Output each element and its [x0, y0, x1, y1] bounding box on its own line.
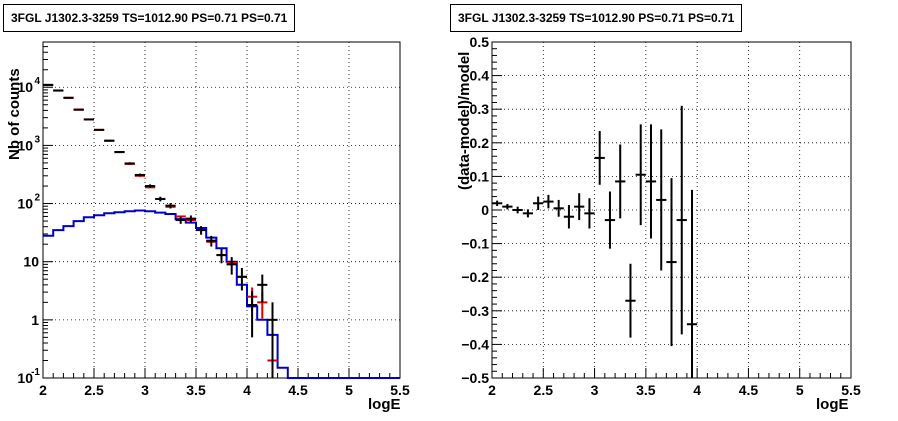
right-plot-title: 3FGL J1302.3-3259 TS=1012.90 PS=0.71 PS=… — [450, 4, 743, 32]
right-x-tick-label: 4.5 — [739, 382, 759, 398]
left-y-tick-label: 10 — [17, 370, 33, 386]
left-y-tick-exponent: 3 — [34, 134, 40, 145]
left-x-axis-title: logE — [368, 396, 401, 413]
right-y-axis-title: (data-model)/model — [456, 51, 473, 190]
left-x-tick-label: 4.5 — [288, 382, 308, 398]
right-y-tick-label: 0.2 — [470, 135, 490, 151]
left-y-tick-exponent: -1 — [31, 367, 40, 378]
right-y-tick-label: 0.4 — [470, 68, 490, 84]
right-y-tick-label: 0 — [481, 202, 489, 218]
left-x-tick-label: 5 — [345, 382, 353, 398]
left-y-tick-exponent: 4 — [34, 76, 40, 87]
right-x-tick-label: 2 — [488, 382, 496, 398]
left-x-tick-label: 3.5 — [186, 382, 206, 398]
right-y-tick-label: 0.1 — [470, 168, 490, 184]
left-y-tick-label: 10 — [17, 79, 33, 95]
right-x-tick-label: 3 — [591, 382, 599, 398]
right-x-tick-label: 4 — [693, 382, 701, 398]
left-x-tick-label: 5.5 — [390, 382, 410, 398]
right-x-tick-label: 5.5 — [841, 382, 861, 398]
left-x-tick-label: 4 — [243, 382, 251, 398]
right-x-tick-label: 2.5 — [534, 382, 554, 398]
left-x-tick-label: 2.5 — [84, 382, 104, 398]
right-x-tick-label: 5 — [796, 382, 804, 398]
left-y-tick-exponent: 2 — [34, 193, 40, 204]
right-y-tick-label: −0.3 — [461, 303, 489, 319]
right-y-tick-label: −0.4 — [461, 336, 489, 352]
right-x-tick-label: 3.5 — [636, 382, 656, 398]
left-y-tick-label: 10 — [17, 137, 33, 153]
left-plot-frame — [42, 41, 401, 379]
left-x-tick-label: 2 — [39, 382, 47, 398]
right-y-tick-label: −0.1 — [461, 236, 489, 252]
left-plot-title: 3FGL J1302.3-3259 TS=1012.90 PS=0.71 PS=… — [3, 4, 296, 32]
right-x-axis-title: logE — [816, 396, 849, 413]
left-source-histogram — [43, 209, 400, 379]
right-y-tick-label: 0.3 — [470, 101, 490, 117]
left-plot-area — [43, 42, 400, 378]
left-y-tick-label: 10 — [17, 196, 33, 212]
right-y-tick-label: −0.2 — [461, 269, 489, 285]
right-y-tick-label: −0.5 — [461, 370, 489, 386]
left-y-axis-title: Nb of counts — [6, 68, 23, 160]
left-y-tick-label: 1 — [31, 312, 39, 328]
right-y-tick-label: 0.5 — [470, 34, 490, 50]
left-y-tick-label: 10 — [23, 254, 39, 270]
left-x-tick-label: 3 — [141, 382, 149, 398]
